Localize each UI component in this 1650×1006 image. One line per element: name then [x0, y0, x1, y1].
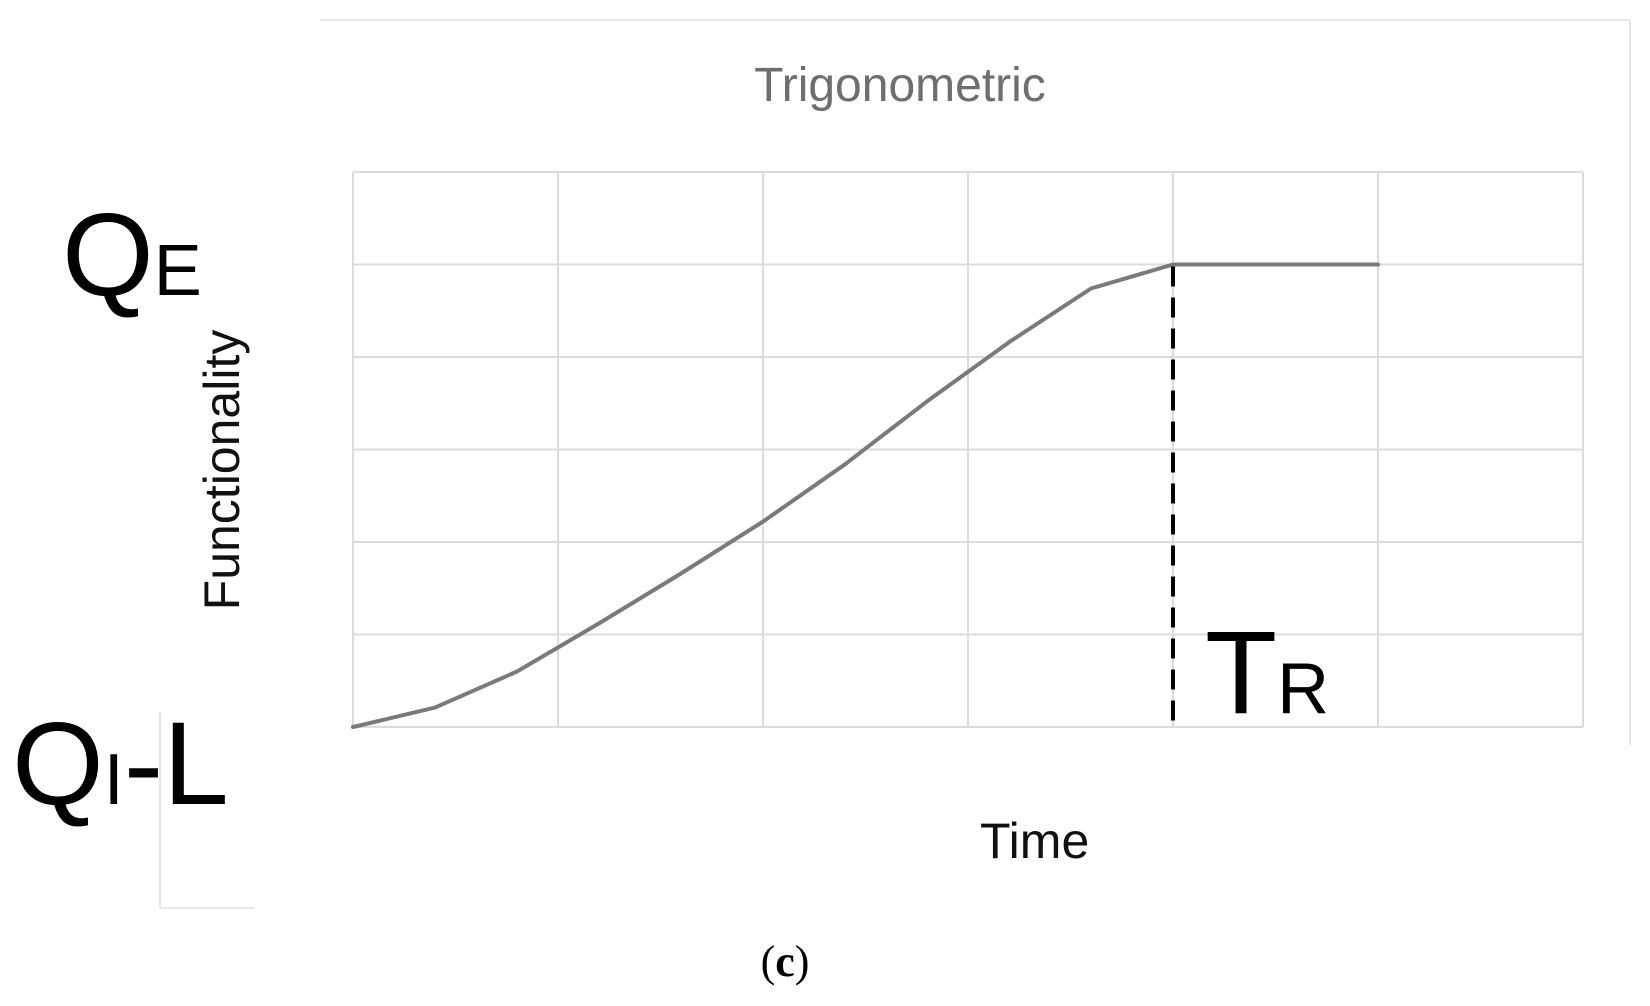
y-axis-label: Functionality [194, 329, 250, 611]
qe-sub: E [153, 231, 202, 311]
chart-title: Trigonometric [754, 59, 1046, 112]
ql-annotation: QI-L [12, 705, 229, 823]
x-axis-label: Time [980, 813, 1090, 869]
qe-annotation: QE [62, 196, 202, 314]
chart-frame [159, 19, 1631, 909]
series-group [351, 262, 1380, 729]
ql-sub: I [103, 740, 124, 820]
tr-annotation: TR [1205, 614, 1329, 732]
series-line [351, 262, 1380, 729]
caption-letter: c [775, 937, 795, 986]
figure-caption: (c) [0, 936, 1570, 987]
ql-rest: -L [123, 698, 229, 830]
grid [352, 171, 1584, 728]
qe-main: Q [62, 189, 154, 321]
ql-main: Q [12, 698, 104, 830]
tr-main: T [1205, 607, 1278, 739]
tr-sub: R [1277, 649, 1330, 729]
caption-open: ( [760, 937, 776, 986]
caption-close: ) [794, 937, 810, 986]
